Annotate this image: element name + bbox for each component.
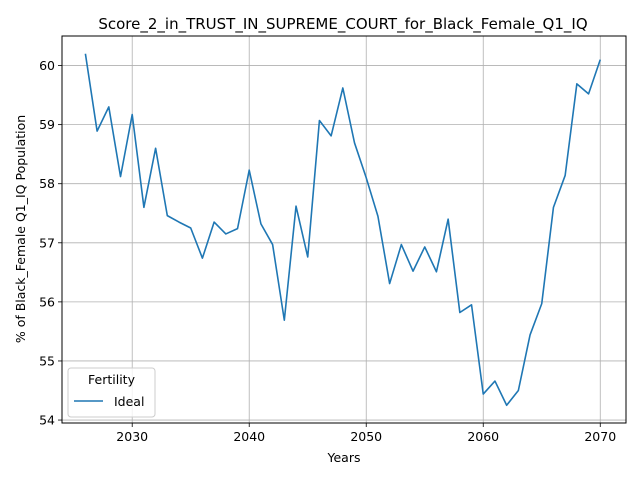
y-tick-label-56: 56 [39,294,55,309]
x-tick-label-2070: 2070 [584,429,616,444]
grid [62,36,626,423]
y-tick-label-57: 57 [39,235,55,250]
x-tick-label-2060: 2060 [467,429,499,444]
legend-label-ideal: Ideal [114,394,144,409]
y-tick-label-59: 59 [39,117,55,132]
series-line-ideal [84,53,602,407]
y-tick-label-55: 55 [39,353,55,368]
legend-box [67,367,156,418]
y-axis-label: % of Black_Female Q1_IQ Population [13,115,28,343]
legend-title: Fertility [88,372,136,387]
series-layer [84,53,602,407]
y-tick-label-58: 58 [39,176,55,191]
chart-title: Score_2_in_TRUST_IN_SUPREME_COURT_for_Bl… [98,15,587,34]
y-axis: 54 55 56 57 58 59 60 [39,58,62,428]
x-axis: 2030 2040 2050 2060 2070 [116,423,616,444]
y-tick-label-60: 60 [39,58,55,73]
x-tick-label-2050: 2050 [350,429,382,444]
plot-frame [61,35,627,424]
legend: Fertility Ideal [67,367,156,418]
x-axis-label: Years [327,450,361,465]
x-tick-label-2040: 2040 [233,429,265,444]
x-tick-label-2030: 2030 [116,429,148,444]
y-tick-label-54: 54 [39,413,55,428]
